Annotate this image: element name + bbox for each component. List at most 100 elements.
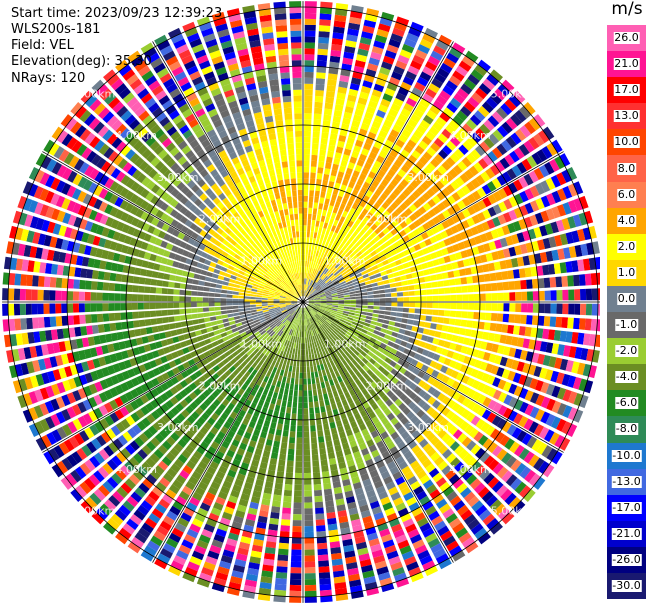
gate-cell [382,338,390,345]
gate-cell [325,90,335,98]
gate-cell [432,337,440,345]
gate-cell [449,441,460,452]
gate-cell [107,343,115,353]
gate-cell [346,34,358,42]
gate-cell [487,399,497,410]
gate-cell [294,384,299,391]
gate-cell [325,262,331,269]
gate-cell [77,190,87,203]
gate-cell [61,409,71,422]
gate-cell [501,368,511,379]
gate-cell [319,589,333,597]
gate-cell [338,302,345,304]
gate-cell [191,260,199,267]
gate-cell [156,220,165,229]
gate-cell [465,541,479,554]
gate-cell [44,400,55,414]
gate-cell [239,350,246,357]
gate-cell [508,182,518,194]
gate-cell [204,317,211,323]
gate-cell [458,127,469,139]
gate-cell [241,343,248,350]
gate-cell [276,380,282,388]
gate-cell [324,399,330,406]
gate-cell [519,387,529,400]
gate-cell [271,416,278,424]
gate-cell [293,318,297,324]
gate-cell [574,289,581,301]
gate-cell [193,397,203,406]
gate-cell [326,318,333,323]
gate-cell [26,230,35,243]
gate-cell [304,113,312,120]
gate-cell [372,286,379,291]
gate-cell [314,95,324,103]
gate-cell [561,217,571,231]
gate-cell [491,343,499,353]
gate-cell [571,230,580,243]
gate-cell [373,511,385,521]
gate-cell [206,326,214,333]
gate-cell [300,307,302,314]
gate-cell [203,246,211,254]
gate-cell [2,319,10,332]
gate-cell [303,213,308,220]
gate-cell [332,351,339,359]
gate-cell [304,95,313,102]
gate-cell [432,379,441,388]
gate-cell [286,306,293,310]
gate-cell [334,335,341,342]
gate-cell [150,469,161,480]
gate-cell [210,426,219,436]
gate-cell [486,219,496,229]
gate-cell [286,377,291,384]
gate-cell [351,366,359,374]
gate-cell [505,259,513,269]
gate-cell [237,357,245,365]
gate-cell [365,176,374,185]
gate-cell [160,240,168,249]
gate-cell [270,452,279,460]
gate-cell [200,345,209,353]
gate-cell [184,353,193,361]
gate-cell [265,383,271,390]
gate-cell [467,518,480,531]
gate-cell [381,61,393,71]
gate-cell [368,411,377,420]
gate-cell [383,159,393,168]
gate-cell [307,384,312,391]
gate-cell [335,233,341,241]
gate-cell [197,286,204,291]
gate-cell [582,258,591,271]
gate-cell [411,444,421,455]
gate-cell [416,517,429,528]
gate-cell [250,309,257,313]
gate-cell [309,255,313,262]
gate-cell [347,354,354,362]
gate-cell [244,363,251,371]
gate-cell [77,204,87,217]
gate-cell [304,313,307,320]
gate-cell [332,268,338,275]
gate-cell [542,355,551,367]
gate-cell [91,511,105,525]
gate-cell [261,456,269,464]
gate-cell [337,249,344,256]
gate-cell [110,332,119,342]
gate-cell [109,399,119,410]
gate-cell [441,187,451,198]
gate-cell [313,282,318,289]
gate-cell [56,426,68,440]
gate-cell [402,235,410,243]
gate-cell [372,243,380,250]
gate-cell [301,307,303,314]
gate-cell [385,481,396,491]
gate-cell [455,310,463,318]
gate-cell [208,249,216,256]
gate-cell [114,283,121,292]
gate-cell [464,424,475,435]
gate-cell [356,541,368,550]
gate-cell [487,194,497,205]
gate-cell [303,284,305,291]
gate-cell [415,434,425,444]
